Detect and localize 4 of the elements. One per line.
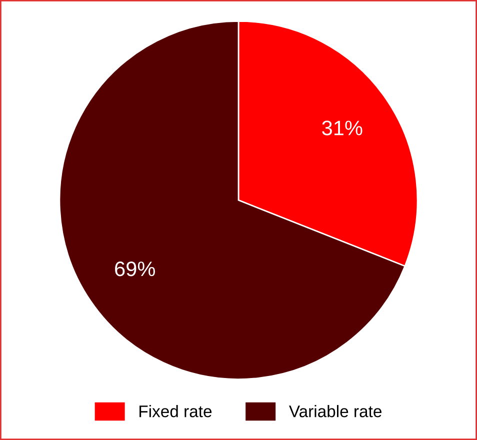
legend-label: Fixed rate [140,405,212,418]
data-label: 31% [322,120,362,136]
legend-label: Variable rate [288,405,382,418]
data-label: 69% [115,261,155,276]
